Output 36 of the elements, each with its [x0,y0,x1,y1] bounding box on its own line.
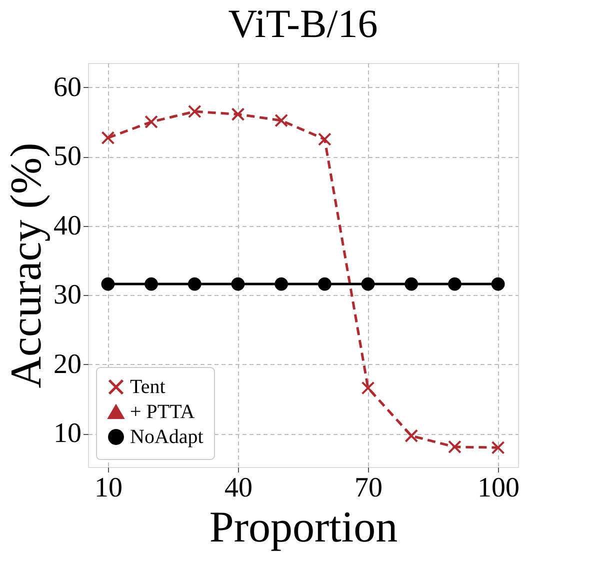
point [274,277,288,291]
point [144,277,158,291]
x-tick-label: 70 [354,472,383,504]
point [361,277,375,291]
point [491,440,505,454]
x-tick-label: 10 [94,472,122,504]
point [491,277,505,291]
legend-label: + PTTA [130,401,196,423]
point [101,277,115,291]
y-tick-label: 10 [54,418,82,450]
point [404,277,418,291]
point [404,429,418,443]
x-tick-label: 100 [478,472,520,504]
point [318,277,332,291]
x-axis-title: Proportion [209,502,398,552]
legend-label: Tent [130,376,166,398]
x-tick-label: 40 [224,472,252,504]
point [361,381,375,395]
point [188,277,202,291]
point [231,108,245,121]
chart-title: ViT-B/16 [228,1,378,46]
point [448,277,462,291]
y-tick-label: 30 [54,280,82,311]
point [188,104,202,118]
point [448,440,462,454]
y-axis-title: Accuracy (%) [2,142,50,388]
y-tick-label: 50 [54,141,82,172]
point [274,114,288,128]
point [318,132,332,146]
legend-label: NoAdapt [130,426,204,448]
point [144,115,158,129]
point [231,277,245,291]
y-tick-label: 20 [54,348,82,380]
point [101,131,115,145]
y-tick-label: 60 [54,72,82,103]
y-tick-label: 40 [54,210,82,242]
